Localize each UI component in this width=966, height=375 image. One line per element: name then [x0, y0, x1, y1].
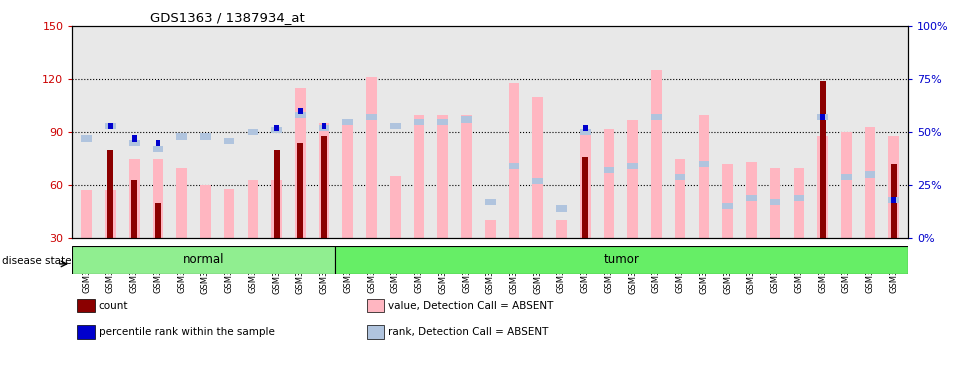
Bar	[81, 135, 92, 142]
Bar	[817, 136, 828, 291]
Bar	[865, 171, 875, 178]
Bar	[532, 178, 543, 184]
Bar	[793, 195, 804, 201]
Text: tumor: tumor	[604, 253, 639, 266]
Bar	[107, 150, 113, 291]
Bar	[604, 167, 614, 173]
Bar	[247, 180, 258, 291]
Bar	[723, 203, 733, 209]
Bar	[580, 132, 590, 291]
Bar	[582, 157, 588, 291]
Bar	[366, 114, 377, 120]
Bar	[485, 199, 496, 205]
Bar	[247, 129, 258, 135]
Bar	[343, 118, 354, 124]
Bar	[841, 132, 852, 291]
Bar	[335, 246, 908, 274]
Bar	[322, 123, 327, 129]
Bar	[532, 97, 543, 291]
Bar	[155, 203, 161, 291]
Bar	[271, 127, 282, 133]
Bar	[298, 108, 302, 114]
Bar	[556, 220, 567, 291]
Bar	[273, 150, 279, 291]
Bar	[770, 168, 781, 291]
Bar	[892, 197, 896, 203]
Bar	[319, 123, 329, 291]
Bar	[413, 114, 424, 291]
Text: rank, Detection Call = ABSENT: rank, Detection Call = ABSENT	[388, 327, 549, 337]
Bar	[295, 112, 305, 118]
Bar	[627, 163, 638, 169]
Bar	[582, 125, 587, 131]
Bar	[298, 143, 303, 291]
Bar	[295, 88, 305, 291]
Bar	[128, 159, 139, 291]
Bar	[271, 180, 282, 291]
Bar	[72, 246, 335, 274]
Bar	[438, 114, 448, 291]
Bar	[108, 123, 113, 129]
Text: normal: normal	[183, 253, 224, 266]
Bar	[889, 197, 899, 203]
Bar	[156, 140, 160, 146]
Bar	[793, 168, 804, 291]
Text: GDS1363 / 1387934_at: GDS1363 / 1387934_at	[150, 11, 304, 24]
Bar	[366, 78, 377, 291]
Bar	[177, 134, 187, 140]
Bar	[820, 114, 825, 120]
Bar	[274, 125, 279, 131]
Bar	[438, 118, 448, 124]
Bar	[461, 114, 471, 291]
Bar	[817, 114, 828, 120]
Bar	[343, 123, 354, 291]
Bar	[651, 70, 662, 291]
Bar	[131, 135, 136, 142]
Bar	[889, 136, 899, 291]
Bar	[675, 159, 686, 291]
Bar	[770, 199, 781, 205]
Bar	[105, 190, 116, 291]
Bar	[177, 168, 187, 291]
Bar	[509, 163, 520, 169]
Bar	[224, 189, 235, 291]
Bar	[819, 81, 826, 291]
Bar	[746, 162, 756, 291]
Bar	[723, 164, 733, 291]
Bar	[131, 180, 137, 291]
Bar	[105, 123, 116, 129]
Bar	[746, 195, 756, 201]
Bar	[461, 116, 471, 123]
Bar	[390, 176, 401, 291]
Bar	[390, 123, 401, 129]
Bar	[580, 129, 590, 135]
Text: value, Detection Call = ABSENT: value, Detection Call = ABSENT	[388, 301, 554, 310]
Bar	[224, 138, 235, 144]
Bar	[651, 114, 662, 120]
Bar	[485, 220, 496, 291]
Bar	[556, 206, 567, 212]
Bar	[200, 134, 211, 140]
Bar	[413, 118, 424, 124]
Bar	[604, 129, 614, 291]
Bar	[128, 140, 139, 146]
Text: disease state: disease state	[2, 256, 71, 266]
Bar	[698, 114, 709, 291]
Bar	[698, 161, 709, 167]
Bar	[81, 190, 92, 291]
Text: percentile rank within the sample: percentile rank within the sample	[99, 327, 274, 337]
Bar	[627, 120, 638, 291]
Bar	[321, 136, 327, 291]
Bar	[200, 185, 211, 291]
Bar	[319, 125, 329, 131]
Text: count: count	[99, 301, 128, 310]
Bar	[509, 83, 520, 291]
Bar	[865, 127, 875, 291]
Bar	[153, 159, 163, 291]
Bar	[891, 164, 896, 291]
Bar	[153, 146, 163, 152]
Bar	[841, 174, 852, 180]
Bar	[675, 174, 686, 180]
